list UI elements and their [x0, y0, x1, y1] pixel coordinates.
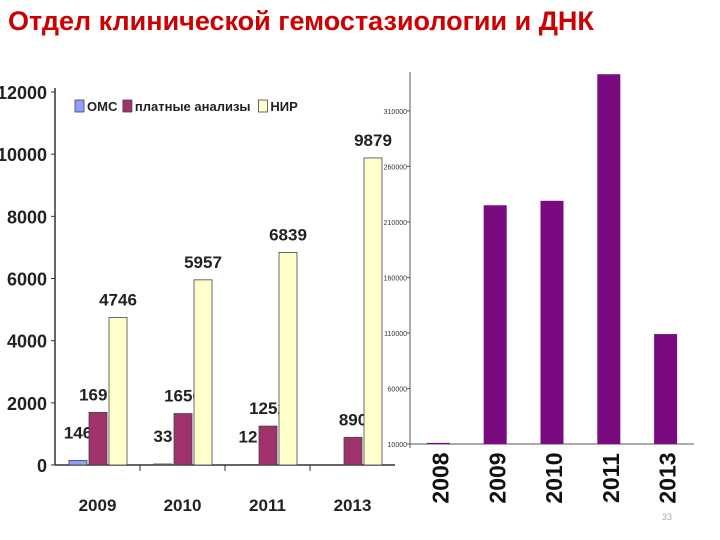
right-y-tick-label: 60000 — [388, 386, 408, 393]
right-y-tick-label: 310000 — [384, 109, 407, 116]
left-x-tick-label: 2010 — [164, 496, 202, 515]
right-y-tick-label: 110000 — [384, 331, 407, 338]
left-data-label: 12 — [239, 428, 258, 447]
left-data-label: 5957 — [184, 253, 222, 272]
left-y-tick-label: 10000 — [0, 145, 47, 165]
left-y-tick-label: 0 — [37, 456, 47, 476]
legend-label: платные анализы — [135, 99, 251, 114]
left-x-tick-label: 2011 — [249, 496, 286, 515]
left-bar — [68, 460, 88, 466]
right-bar — [483, 205, 507, 444]
right-x-tick-label: 2008 — [427, 452, 453, 503]
left-data-label: 1691 — [79, 385, 117, 404]
right-x-tick-label: 2013 — [655, 452, 681, 503]
slide-title: Отдел клинической гемостазиологии и ДНК — [8, 6, 594, 36]
right-y-tick-label: 160000 — [384, 275, 407, 282]
right-bar — [540, 200, 564, 444]
left-bar — [343, 436, 363, 466]
right-x-tick-label: 2010 — [541, 452, 567, 503]
legend-label: НИР — [270, 99, 298, 114]
left-y-tick-label: 12000 — [0, 83, 47, 103]
left-bar — [193, 279, 213, 466]
legend-swatch — [74, 99, 85, 113]
right-y-tick-label: 260000 — [384, 164, 407, 171]
left-bar — [173, 413, 193, 466]
right-x-tick-label: 2009 — [484, 452, 510, 503]
left-bar — [363, 157, 383, 466]
left-bar — [108, 317, 128, 466]
left-x-tick-label: 2013 — [334, 496, 372, 515]
left-data-label: 1252 — [249, 399, 287, 418]
right-y-tick-label: 10000 — [388, 442, 408, 449]
left-data-label: 146 — [64, 423, 92, 442]
left-data-label: 1656 — [164, 387, 202, 406]
right-bar — [654, 334, 678, 444]
legend-swatch — [257, 99, 268, 113]
legend-swatch — [122, 99, 133, 113]
left-bar — [258, 425, 278, 466]
left-y-tick-label: 2000 — [7, 394, 47, 414]
left-y-tick-label: 4000 — [7, 332, 47, 352]
left-data-label: 33 — [154, 427, 173, 446]
legend-label: ОМС — [87, 99, 118, 114]
left-bar — [88, 412, 108, 466]
left-y-tick-label: 8000 — [7, 207, 47, 227]
left-data-label: 9879 — [354, 131, 392, 150]
left-x-tick-label: 2009 — [79, 496, 117, 515]
right-bar — [597, 74, 621, 445]
page-number: 33 — [662, 512, 673, 522]
left-y-tick-label: 6000 — [7, 270, 47, 290]
right-x-tick-label: 2011 — [598, 453, 624, 503]
right-bar — [426, 442, 450, 444]
left-data-label: 4746 — [99, 290, 137, 309]
left-data-label: 6839 — [269, 225, 307, 244]
left-data-label: 890 — [339, 410, 367, 429]
left-bar — [153, 463, 173, 466]
right-y-tick-label: 210000 — [384, 220, 407, 227]
left-bar — [278, 252, 298, 466]
